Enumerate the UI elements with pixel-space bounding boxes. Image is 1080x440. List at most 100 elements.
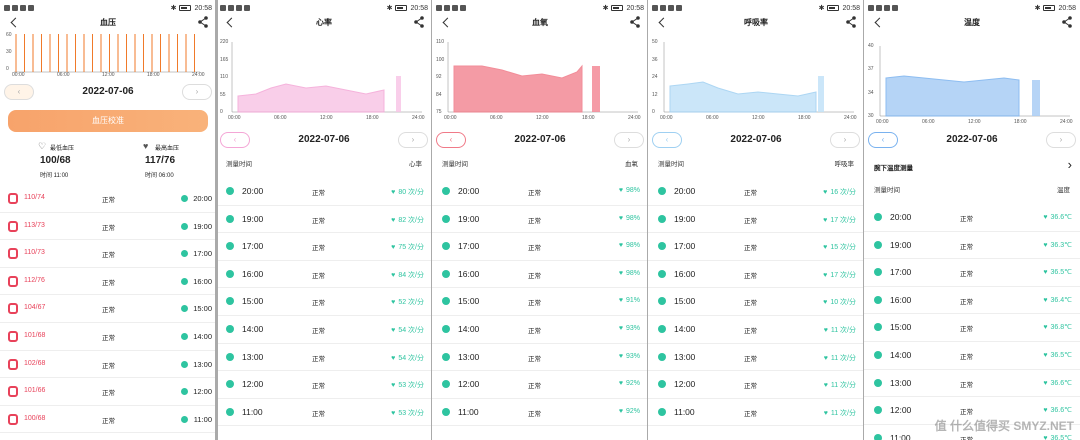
status-text: 正常 (960, 216, 973, 223)
bp-list-row[interactable]: 102/68 正常 13:00 (0, 351, 216, 379)
list-row[interactable]: 12:00 正常 92% (432, 371, 648, 399)
date-bar: ‹ 2022-07-06 › (648, 130, 864, 150)
list-row[interactable]: 19:00 正常 17 次/分 (648, 206, 864, 234)
list-row[interactable]: 20:00 正常 98% (432, 178, 648, 206)
row-value: 98% (619, 242, 640, 249)
watch-icon (8, 358, 18, 370)
list-row[interactable]: 14:00 正常 36.5℃ (864, 342, 1080, 370)
list-row[interactable]: 14:00 正常 54 次/分 (216, 316, 432, 344)
list-row[interactable]: 13:00 正常 11 次/分 (648, 344, 864, 372)
time-dot-icon (226, 297, 234, 306)
calibrate-button[interactable]: 血压校准 (8, 110, 208, 132)
notification-icon (868, 5, 874, 11)
status-text: 正常 (102, 224, 115, 232)
next-day-button[interactable]: › (830, 132, 860, 148)
share-icon[interactable] (196, 15, 210, 29)
chevron-right-icon[interactable]: › (1067, 157, 1072, 172)
next-day-button[interactable]: › (182, 84, 212, 100)
list-row[interactable]: 16:00 正常 17 次/分 (648, 261, 864, 289)
list-row[interactable]: 11:00 正常 11 次/分 (648, 399, 864, 427)
prev-day-button[interactable]: ‹ (868, 132, 898, 148)
share-icon[interactable] (412, 15, 426, 29)
row-time: 11:00 (193, 414, 212, 424)
y-tick: 100 (436, 56, 445, 63)
list-row[interactable]: 17:00 正常 15 次/分 (648, 233, 864, 261)
share-icon[interactable] (628, 15, 642, 29)
notification-icon (668, 5, 674, 11)
list-row[interactable]: 13:00 正常 93% (432, 344, 648, 372)
next-day-button[interactable]: › (614, 132, 644, 148)
bp-list-row[interactable]: 113/73 正常 19:00 (0, 213, 216, 241)
list-row[interactable]: 17:00 正常 36.5℃ (864, 259, 1080, 287)
list-row[interactable]: 15:00 正常 10 次/分 (648, 288, 864, 316)
row-time: 16:00 (242, 268, 264, 279)
list-row[interactable]: 16:00 正常 36.4℃ (864, 287, 1080, 315)
prev-day-button[interactable]: ‹ (220, 132, 250, 148)
watch-icon (8, 220, 18, 232)
bp-list-row[interactable]: 101/66 正常 12:00 (0, 378, 216, 406)
bp-list-row[interactable]: 110/73 正常 17:00 (0, 240, 216, 268)
status-icons-right: ✱ 20:58 (170, 4, 212, 13)
bp-list-row[interactable]: 110/74 正常 20:00 (0, 185, 216, 213)
y-tick: 12 (652, 91, 658, 98)
status-text: 正常 (744, 272, 757, 280)
list-row[interactable]: 15:00 正常 91% (432, 288, 648, 316)
list-row[interactable]: 17:00 正常 98% (432, 233, 648, 261)
list-row[interactable]: 16:00 正常 98% (432, 261, 648, 289)
prev-day-button[interactable]: ‹ (652, 132, 682, 148)
list-row[interactable]: 19:00 正常 98% (432, 206, 648, 234)
list-row[interactable]: 16:00 正常 84 次/分 (216, 261, 432, 289)
list-row[interactable]: 15:00 正常 36.8℃ (864, 314, 1080, 342)
list-row[interactable]: 17:00 正常 75 次/分 (216, 233, 432, 261)
battery-icon (395, 5, 408, 11)
bluetooth-icon: ✱ (386, 5, 393, 12)
list-row[interactable]: 19:00 正常 36.3℃ (864, 232, 1080, 260)
list-row[interactable]: 20:00 正常 36.6℃ (864, 204, 1080, 232)
prev-day-button[interactable]: ‹ (436, 132, 466, 148)
wrist-temp-link[interactable]: 腕下温度测量 (874, 165, 913, 172)
row-time: 19:00 (193, 221, 212, 231)
bp-list-row[interactable]: 104/67 正常 15:00 (0, 295, 216, 323)
prev-day-button[interactable]: ‹ (4, 84, 34, 100)
status-text: 正常 (102, 307, 115, 315)
x-tick: 18:00 (1014, 119, 1027, 125)
list-row[interactable]: 15:00 正常 52 次/分 (216, 288, 432, 316)
list-row[interactable]: 13:00 正常 36.6℃ (864, 370, 1080, 398)
status-text: 正常 (102, 362, 115, 370)
list-row[interactable]: 11:00 正常 92% (432, 399, 648, 427)
list-row[interactable]: 14:00 正常 11 次/分 (648, 316, 864, 344)
row-time: 13:00 (242, 351, 264, 362)
list-row[interactable]: 12:00 正常 53 次/分 (216, 371, 432, 399)
bp-list-row[interactable]: 101/68 正常 14:00 (0, 323, 216, 351)
list-row[interactable]: 13:00 正常 54 次/分 (216, 344, 432, 372)
status-text: 正常 (960, 409, 973, 417)
min-value: 100/68 (40, 155, 71, 166)
next-day-button[interactable]: › (398, 132, 428, 148)
list-row[interactable]: 12:00 正常 11 次/分 (648, 371, 864, 399)
bp-list-row[interactable]: 112/76 正常 16:00 (0, 268, 216, 296)
col-value-header: 温度 (1057, 187, 1070, 194)
list-row[interactable]: 14:00 正常 93% (432, 316, 648, 344)
next-day-button[interactable]: › (1046, 132, 1076, 148)
y-tick: 165 (220, 56, 229, 63)
list-row[interactable]: 11:00 正常 53 次/分 (216, 399, 432, 427)
notification-icon (652, 5, 658, 11)
bp-list-row[interactable]: 100/68 正常 11:00 (0, 406, 216, 434)
page-title: 呼吸率 (744, 18, 768, 27)
date-bar: ‹ 2022-07-06 › (0, 82, 216, 102)
row-value: 10 次/分 (823, 297, 856, 307)
list-row[interactable]: 20:00 正常 80 次/分 (216, 178, 432, 206)
bp-value: 113/73 (24, 221, 45, 229)
list-row[interactable]: 19:00 正常 82 次/分 (216, 206, 432, 234)
share-icon[interactable] (1060, 15, 1074, 29)
list-row[interactable]: 20:00 正常 16 次/分 (648, 178, 864, 206)
status-icons-left (4, 5, 34, 11)
list-row[interactable]: 12:00 正常 36.6℃ (864, 397, 1080, 425)
bp-value: 110/73 (24, 249, 45, 257)
bluetooth-icon: ✱ (170, 5, 177, 12)
share-icon[interactable] (844, 15, 858, 29)
time-dot-icon (658, 269, 666, 278)
status-text: 正常 (102, 417, 115, 425)
list-row[interactable]: 11:00 正常 36.5℃ (864, 425, 1080, 440)
time-dot-icon (181, 333, 188, 340)
